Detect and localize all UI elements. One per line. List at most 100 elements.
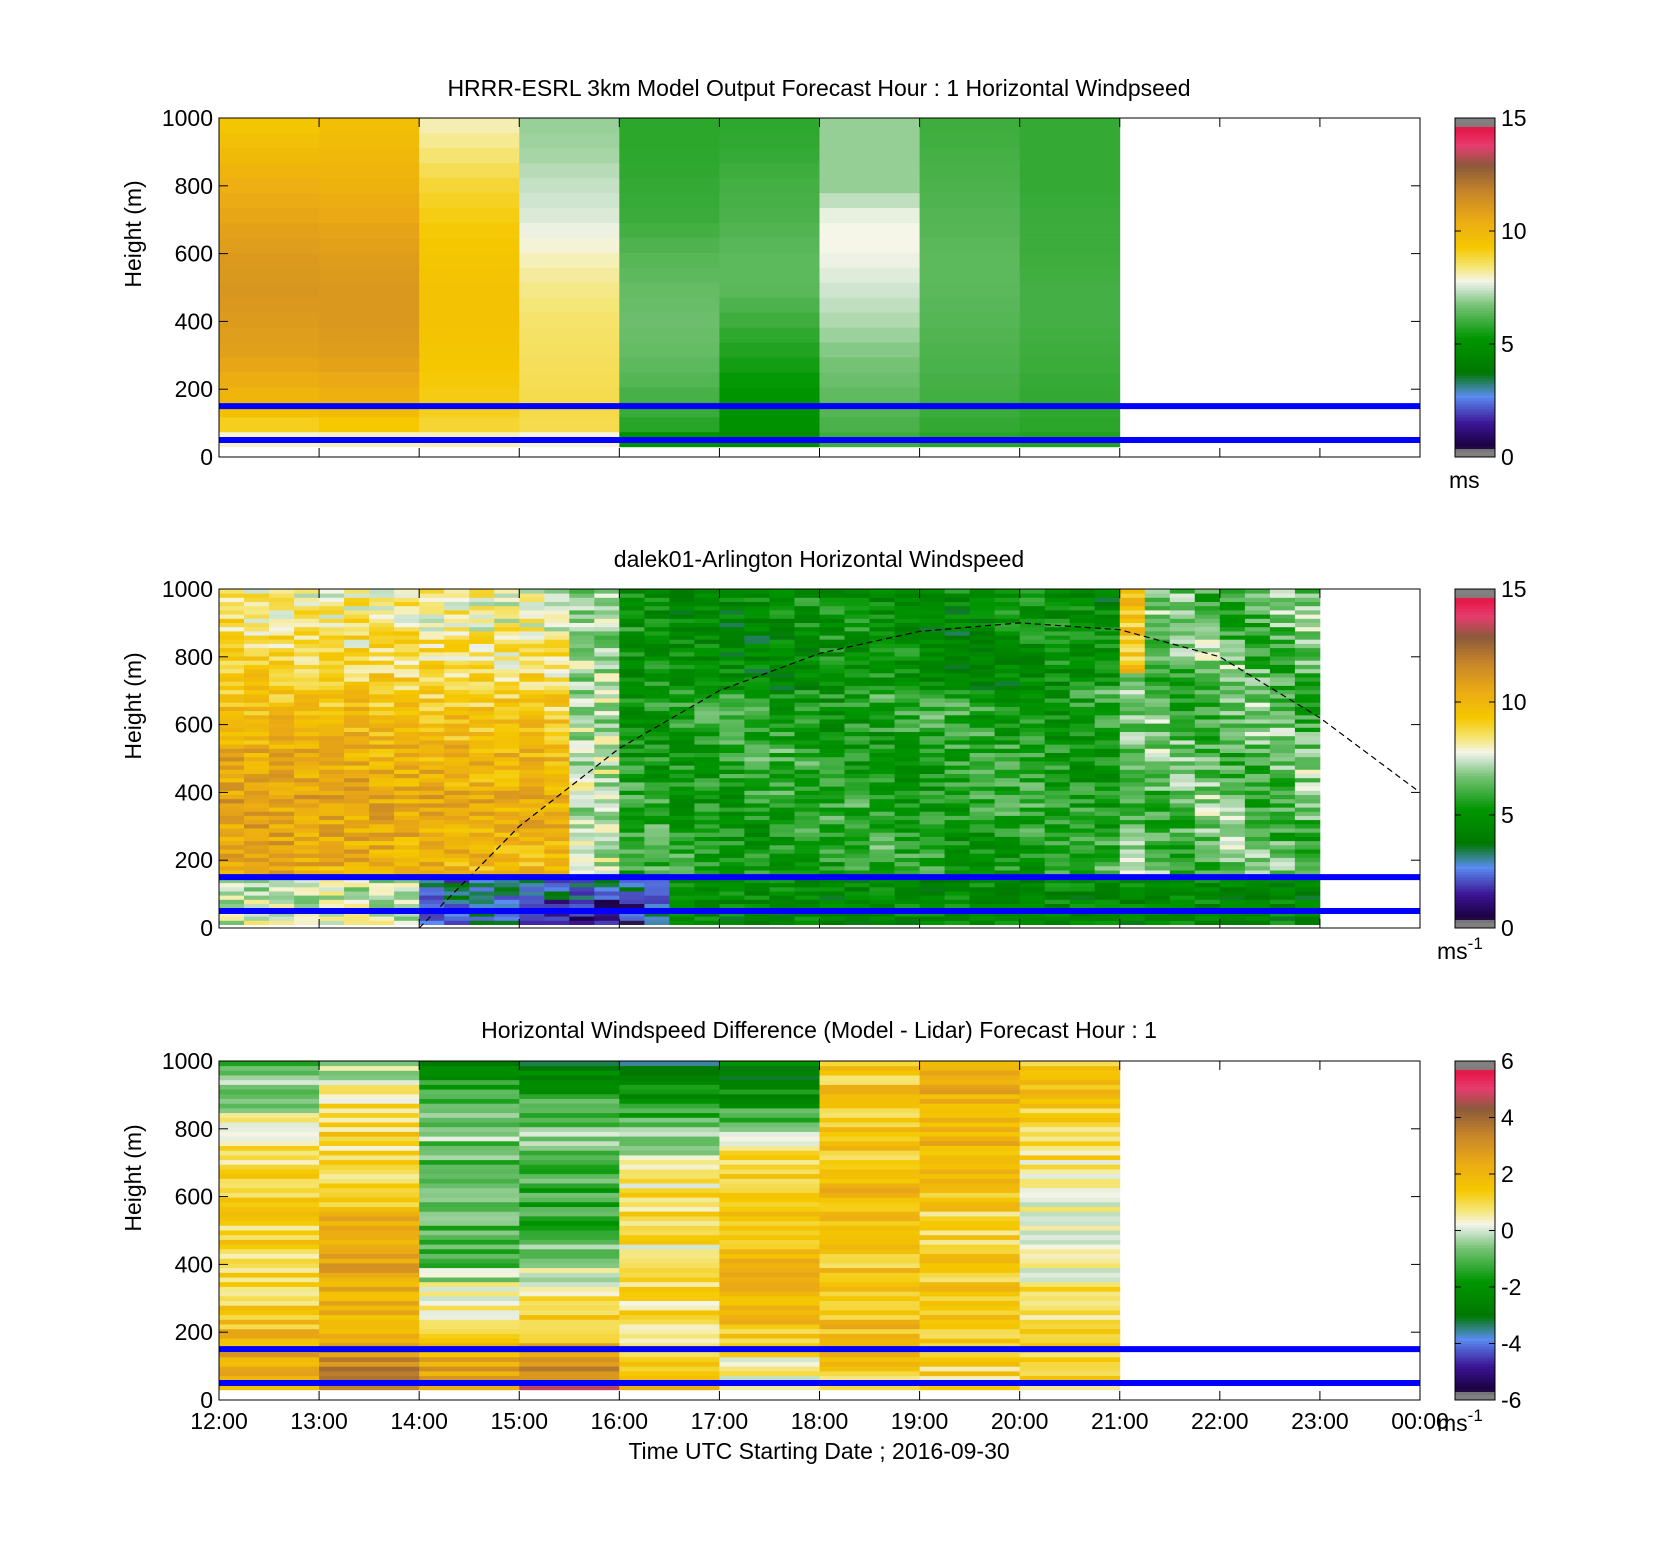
heatmap-cell bbox=[919, 1131, 1021, 1137]
heatmap-cell bbox=[1019, 748, 1046, 753]
heatmap-cell bbox=[1019, 1145, 1121, 1151]
heatmap-cell bbox=[994, 761, 1020, 766]
heatmap-cell bbox=[394, 769, 420, 774]
heatmap-cell bbox=[519, 664, 545, 670]
heatmap-cell bbox=[344, 769, 370, 774]
heatmap-cell bbox=[969, 823, 995, 829]
colorbar-unit: ms bbox=[1449, 467, 1480, 493]
heatmap-cell bbox=[1069, 782, 1096, 787]
heatmap-cell bbox=[344, 786, 370, 791]
heatmap-cell bbox=[1019, 706, 1046, 712]
heatmap-cell bbox=[294, 710, 320, 716]
heatmap-cell bbox=[844, 769, 870, 774]
heatmap-cell bbox=[394, 622, 420, 628]
heatmap-cell bbox=[919, 865, 945, 871]
heatmap-cell bbox=[744, 740, 770, 745]
colorbar-swatch bbox=[1455, 744, 1495, 748]
heatmap-cell bbox=[1019, 651, 1046, 657]
colorbar-swatch bbox=[1455, 1227, 1495, 1231]
colorbar-swatch bbox=[1455, 406, 1495, 410]
heatmap-cell bbox=[894, 895, 920, 900]
heatmap-cell bbox=[669, 664, 695, 670]
heatmap-cell bbox=[1069, 878, 1096, 884]
heatmap-cell bbox=[644, 589, 670, 594]
colorbar-swatch bbox=[1455, 428, 1495, 433]
heatmap-cell bbox=[469, 769, 495, 774]
heatmap-cell bbox=[269, 643, 295, 649]
heatmap-cell bbox=[894, 710, 920, 716]
heatmap-cell bbox=[894, 647, 920, 653]
heatmap-cell bbox=[294, 878, 320, 884]
heatmap-cell bbox=[1044, 727, 1071, 732]
heatmap-cell bbox=[444, 744, 470, 749]
heatmap-cell bbox=[769, 740, 795, 745]
heatmap-cell bbox=[419, 639, 445, 644]
heatmap-cell bbox=[719, 605, 745, 611]
heatmap-cell bbox=[794, 672, 820, 678]
heatmap-cell bbox=[769, 601, 795, 607]
colorbar-swatch bbox=[1455, 372, 1495, 376]
colorbar-swatch bbox=[1455, 1385, 1495, 1390]
heatmap-cell bbox=[1019, 689, 1046, 695]
heatmap-cell bbox=[419, 811, 445, 816]
heatmap-cell bbox=[844, 706, 870, 712]
colorbar-swatch bbox=[1455, 338, 1495, 342]
heatmap-cell bbox=[219, 761, 245, 766]
heatmap-cell bbox=[319, 1098, 420, 1104]
heatmap-cell bbox=[819, 819, 845, 825]
heatmap-cell bbox=[419, 878, 445, 884]
heatmap-cell bbox=[1119, 777, 1146, 783]
heatmap-cell bbox=[569, 689, 595, 695]
heatmap-cell bbox=[1044, 832, 1071, 837]
heatmap-cell bbox=[494, 727, 520, 732]
heatmap-cell bbox=[1119, 765, 1146, 770]
heatmap-cell bbox=[619, 1366, 720, 1372]
heatmap-cell bbox=[544, 853, 570, 858]
heatmap-cell bbox=[1144, 610, 1171, 615]
heatmap-cell bbox=[569, 605, 595, 611]
heatmap-cell bbox=[1294, 803, 1321, 808]
colorbar-swatch bbox=[1455, 219, 1495, 224]
heatmap-cell bbox=[469, 702, 495, 707]
heatmap-cell bbox=[244, 614, 270, 619]
colorbar-swatch bbox=[1455, 888, 1495, 892]
heatmap-cell bbox=[1144, 710, 1171, 716]
heatmap-cell bbox=[419, 1169, 520, 1175]
colorbar-swatch bbox=[1455, 1233, 1495, 1237]
heatmap-cell bbox=[219, 312, 320, 328]
heatmap-cell bbox=[369, 614, 395, 619]
heatmap-cell bbox=[244, 660, 270, 665]
heatmap-cell bbox=[594, 798, 620, 804]
heatmap-cell bbox=[1044, 828, 1071, 833]
heatmap-cell bbox=[1069, 605, 1096, 611]
heatmap-cell bbox=[719, 1173, 820, 1179]
heatmap-cell bbox=[319, 878, 345, 884]
heatmap-cell bbox=[719, 1220, 820, 1226]
heatmap-cell bbox=[319, 786, 345, 791]
heatmap-cell bbox=[319, 891, 345, 896]
heatmap-cell bbox=[369, 723, 395, 728]
heatmap-cell bbox=[569, 891, 595, 896]
heatmap-cell bbox=[1094, 681, 1121, 686]
heatmap-cell bbox=[944, 631, 970, 636]
heatmap-cell bbox=[419, 610, 445, 615]
heatmap-cell bbox=[444, 899, 470, 904]
heatmap-cell bbox=[1019, 807, 1046, 812]
heatmap-cell bbox=[369, 647, 395, 653]
heatmap-cell bbox=[1219, 832, 1246, 837]
heatmap-cell bbox=[1269, 828, 1296, 833]
heatmap-cell bbox=[419, 794, 445, 800]
heatmap-cell bbox=[794, 601, 820, 607]
heatmap-cell bbox=[1219, 916, 1246, 921]
heatmap-cell bbox=[969, 719, 995, 724]
heatmap-cell bbox=[869, 769, 895, 774]
heatmap-cell bbox=[694, 895, 720, 900]
heatmap-cell bbox=[569, 714, 595, 720]
heatmap-cell bbox=[619, 1352, 720, 1358]
heatmap-cell bbox=[919, 387, 1021, 403]
heatmap-cell bbox=[1169, 756, 1196, 762]
heatmap-cell bbox=[919, 1075, 1021, 1081]
heatmap-cell bbox=[369, 790, 395, 795]
